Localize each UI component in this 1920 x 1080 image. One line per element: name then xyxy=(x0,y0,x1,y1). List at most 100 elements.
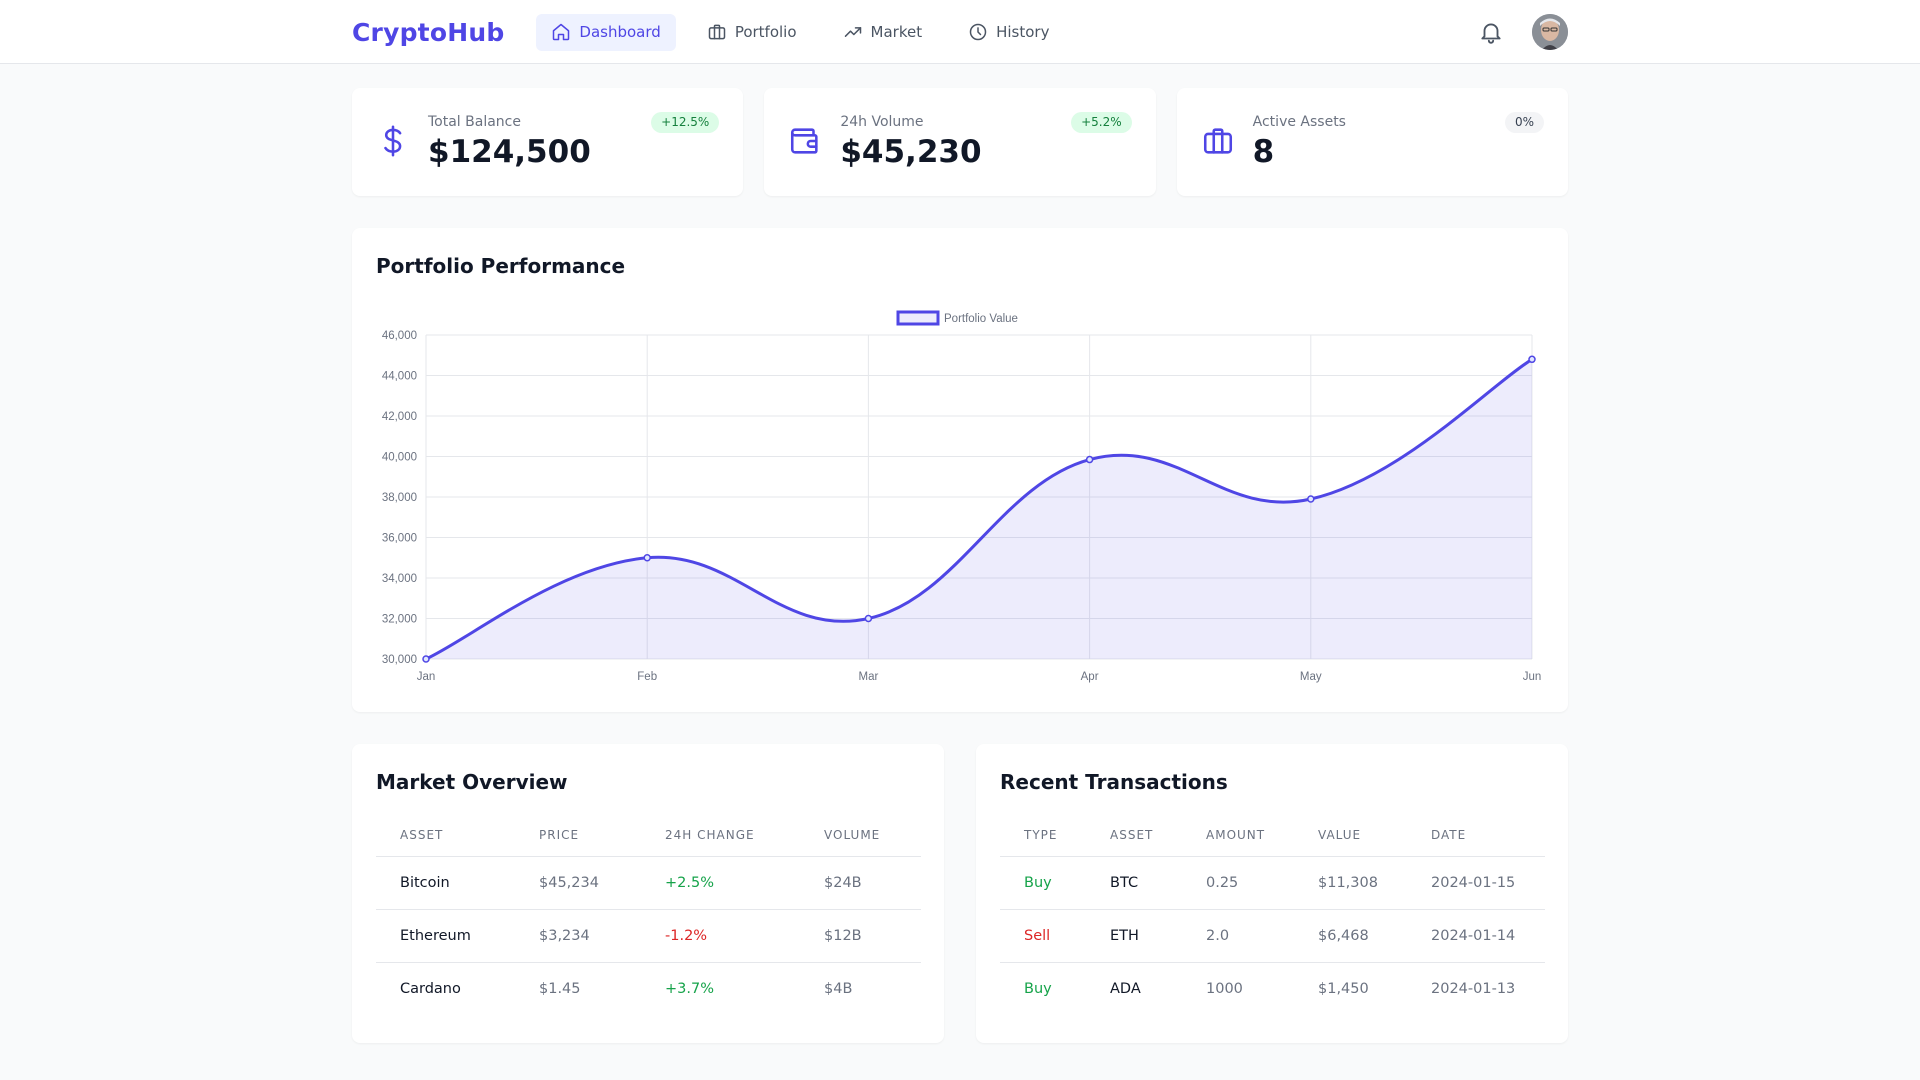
column-header: AMOUNT xyxy=(1182,828,1294,857)
x-tick-label: Jun xyxy=(1523,671,1542,683)
value-cell: $6,468 xyxy=(1294,909,1407,963)
y-tick-label: 32,000 xyxy=(382,614,417,626)
stats-row: Total Balance $124,500 +12.5% 24h Volume… xyxy=(352,88,1568,196)
market-overview-title: Market Overview xyxy=(376,770,568,794)
navbar-inner: CryptoHub Dashboard Portfolio Market His… xyxy=(352,0,1568,64)
nav-item-history[interactable]: History xyxy=(953,14,1064,51)
x-tick-label: May xyxy=(1300,671,1322,683)
legend-swatch xyxy=(896,310,940,326)
volume-cell: $24B xyxy=(800,856,921,910)
x-tick-label: Mar xyxy=(858,671,878,683)
y-tick-label: 38,000 xyxy=(382,492,417,504)
column-header: ASSET xyxy=(1086,828,1182,857)
stat-change-badge: 0% xyxy=(1504,112,1544,133)
y-tick-label: 44,000 xyxy=(382,371,417,383)
column-header: VALUE xyxy=(1294,828,1407,857)
y-tick-label: 34,000 xyxy=(382,573,417,585)
stat-change-badge: +12.5% xyxy=(651,112,720,133)
change-cell: +2.5% xyxy=(641,856,800,910)
table-row[interactable]: Sell ETH 2.0 $6,468 2024-01-14 xyxy=(1000,909,1545,963)
area-fill xyxy=(426,359,1532,659)
asset-cell: Cardano xyxy=(400,980,461,997)
type-cell: Sell xyxy=(1000,909,1086,963)
asset-cell: Bitcoin xyxy=(376,856,515,910)
user-avatar[interactable] xyxy=(1532,14,1568,50)
y-tick-label: 30,000 xyxy=(382,654,417,666)
table-header-row: ASSET PRICE 24H CHANGE VOLUME xyxy=(376,828,921,857)
amount-cell: 0.25 xyxy=(1182,856,1294,910)
nav-item-label: History xyxy=(996,23,1050,41)
stat-card-24h-volume: 24h Volume $45,230 +5.2% xyxy=(764,88,1156,196)
market-overview-table: ASSET PRICE 24H CHANGE VOLUME Bitcoin $4… xyxy=(376,828,921,1015)
change-cell: +3.7% xyxy=(665,980,714,997)
type-cell: Buy xyxy=(1024,980,1052,997)
value-cell: $1,450 xyxy=(1318,980,1369,997)
table-row[interactable]: Buy BTC 0.25 $11,308 2024-01-15 xyxy=(1000,856,1545,910)
y-tick-label: 40,000 xyxy=(382,452,417,464)
nav-item-dashboard[interactable]: Dashboard xyxy=(536,13,676,51)
market-overview-card: Market Overview ASSET PRICE 24H CHANGE V… xyxy=(352,744,944,1043)
price-cell: $45,234 xyxy=(515,856,641,910)
data-point xyxy=(1307,495,1315,503)
stat-value: $45,230 xyxy=(840,134,982,170)
column-header: PRICE xyxy=(515,828,641,857)
notification-bell-icon[interactable] xyxy=(1478,19,1504,45)
stat-value: 8 xyxy=(1252,134,1275,170)
nav-item-label: Dashboard xyxy=(579,23,661,41)
amount-cell: 1000 xyxy=(1206,980,1243,997)
nav-item-portfolio[interactable]: Portfolio xyxy=(692,14,812,51)
x-tick-label: Apr xyxy=(1081,671,1099,683)
avatar-photo-icon xyxy=(1532,14,1568,50)
series-line xyxy=(425,358,1533,661)
table-row[interactable]: Ethereum $3,234 -1.2% $12B xyxy=(376,909,921,963)
briefcase-icon xyxy=(1203,128,1232,154)
wallet-icon xyxy=(791,128,818,154)
column-header: 24H CHANGE xyxy=(641,828,800,857)
data-point xyxy=(1528,355,1536,364)
table-row[interactable]: Cardano $1.45 +3.7% $4B xyxy=(376,962,921,1015)
table-row[interactable]: Bitcoin $45,234 +2.5% $24B xyxy=(376,856,921,910)
asset-cell: BTC xyxy=(1086,856,1182,910)
briefcase-icon xyxy=(708,24,726,40)
date-cell: 2024-01-13 xyxy=(1431,980,1516,997)
trending-up-icon xyxy=(844,27,861,37)
price-cell: $3,234 xyxy=(515,909,641,963)
y-tick-label: 42,000 xyxy=(382,411,417,423)
type-cell: Buy xyxy=(1000,856,1086,910)
stat-change-badge: +5.2% xyxy=(1071,112,1132,133)
data-point xyxy=(422,655,430,663)
recent-transactions-table: TYPE ASSET AMOUNT VALUE DATE Buy BTC 0.2… xyxy=(1000,828,1545,1015)
date-cell: 2024-01-15 xyxy=(1407,856,1545,910)
asset-cell: ETH xyxy=(1086,909,1182,963)
data-point xyxy=(864,614,873,623)
volume-cell: $12B xyxy=(800,909,921,963)
chart-title: Portfolio Performance xyxy=(376,254,626,278)
asset-cell: ADA xyxy=(1110,980,1141,997)
clock-icon xyxy=(969,23,987,41)
recent-transactions-card: Recent Transactions TYPE ASSET AMOUNT VA… xyxy=(976,744,1568,1043)
data-point xyxy=(1085,455,1094,464)
volume-cell: $4B xyxy=(824,980,853,997)
home-icon xyxy=(553,23,570,41)
brand-logo[interactable]: CryptoHub xyxy=(352,17,505,47)
amount-cell: 2.0 xyxy=(1182,909,1294,963)
change-cell: -1.2% xyxy=(641,909,800,963)
portfolio-performance-chart: 30,000 32,000 34,000 36,000 38,000 40,000 42,0… xyxy=(382,310,1542,683)
stat-card-active-assets: Active Assets 8 0% xyxy=(1176,88,1568,196)
date-cell: 2024-01-14 xyxy=(1407,909,1545,963)
portfolio-performance-card: 30,000 32,000 34,000 36,000 38,000 40,000 42,0… xyxy=(352,228,1568,712)
nav-item-market[interactable]: Market xyxy=(828,14,938,51)
column-header: VOLUME xyxy=(800,828,921,857)
table-row[interactable]: Buy ADA 1000 $1,450 2024-01-13 xyxy=(1000,962,1545,1015)
nav-item-label: Market xyxy=(870,23,923,41)
stat-label: 24h Volume xyxy=(840,114,924,130)
y-tick-label: 36,000 xyxy=(382,533,417,545)
x-tick-label: Jan xyxy=(417,671,436,683)
recent-transactions-title: Recent Transactions xyxy=(1000,770,1228,794)
column-header: ASSET xyxy=(376,828,515,857)
asset-cell: Ethereum xyxy=(376,909,515,963)
legend-label: Portfolio Value xyxy=(944,313,1018,325)
x-tick-label: Feb xyxy=(637,671,657,683)
top-navbar: CryptoHub Dashboard Portfolio Market His… xyxy=(0,0,1920,64)
stat-label: Total Balance xyxy=(428,114,521,130)
